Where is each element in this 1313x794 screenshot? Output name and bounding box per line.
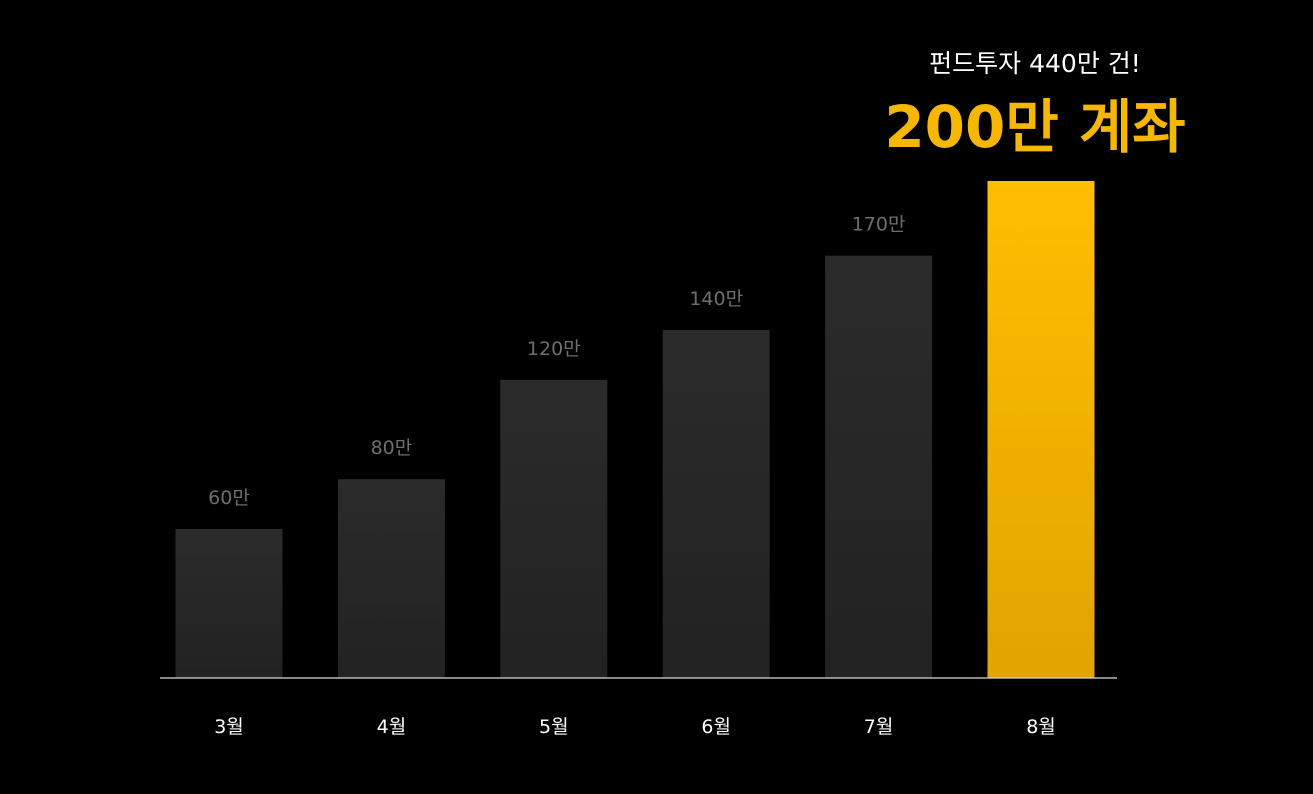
- bars-group: [175, 181, 1095, 678]
- headline-subtitle: 펀드투자 440만 건!: [929, 49, 1141, 78]
- bar-4: [662, 330, 770, 678]
- bar-3: [500, 379, 608, 678]
- bar-6: [987, 181, 1095, 678]
- x-tick-label-3: 5월: [539, 716, 569, 738]
- x-tick-label-2: 4월: [377, 716, 407, 738]
- x-tick-label-5: 7월: [864, 716, 894, 738]
- bar-value-label-5: 170만: [852, 214, 906, 236]
- category-labels-group: 3월 4월 5월 6월 7월 8월: [214, 716, 1056, 738]
- bar-value-label-2: 80만: [371, 437, 413, 459]
- x-tick-label-4: 6월: [701, 716, 731, 738]
- value-labels-group: 60만 80만 120만 140만 170만: [208, 214, 905, 509]
- bar-value-label-1: 60만: [208, 487, 250, 509]
- bar-2: [337, 479, 445, 678]
- bar-value-label-3: 120만: [527, 338, 581, 360]
- bar-1: [175, 528, 283, 678]
- bar-5: [825, 255, 933, 678]
- headline-title: 200만 계좌: [884, 93, 1185, 161]
- x-tick-label-6: 8월: [1026, 716, 1056, 738]
- bar-value-label-4: 140만: [689, 288, 743, 310]
- x-tick-label-1: 3월: [214, 716, 244, 738]
